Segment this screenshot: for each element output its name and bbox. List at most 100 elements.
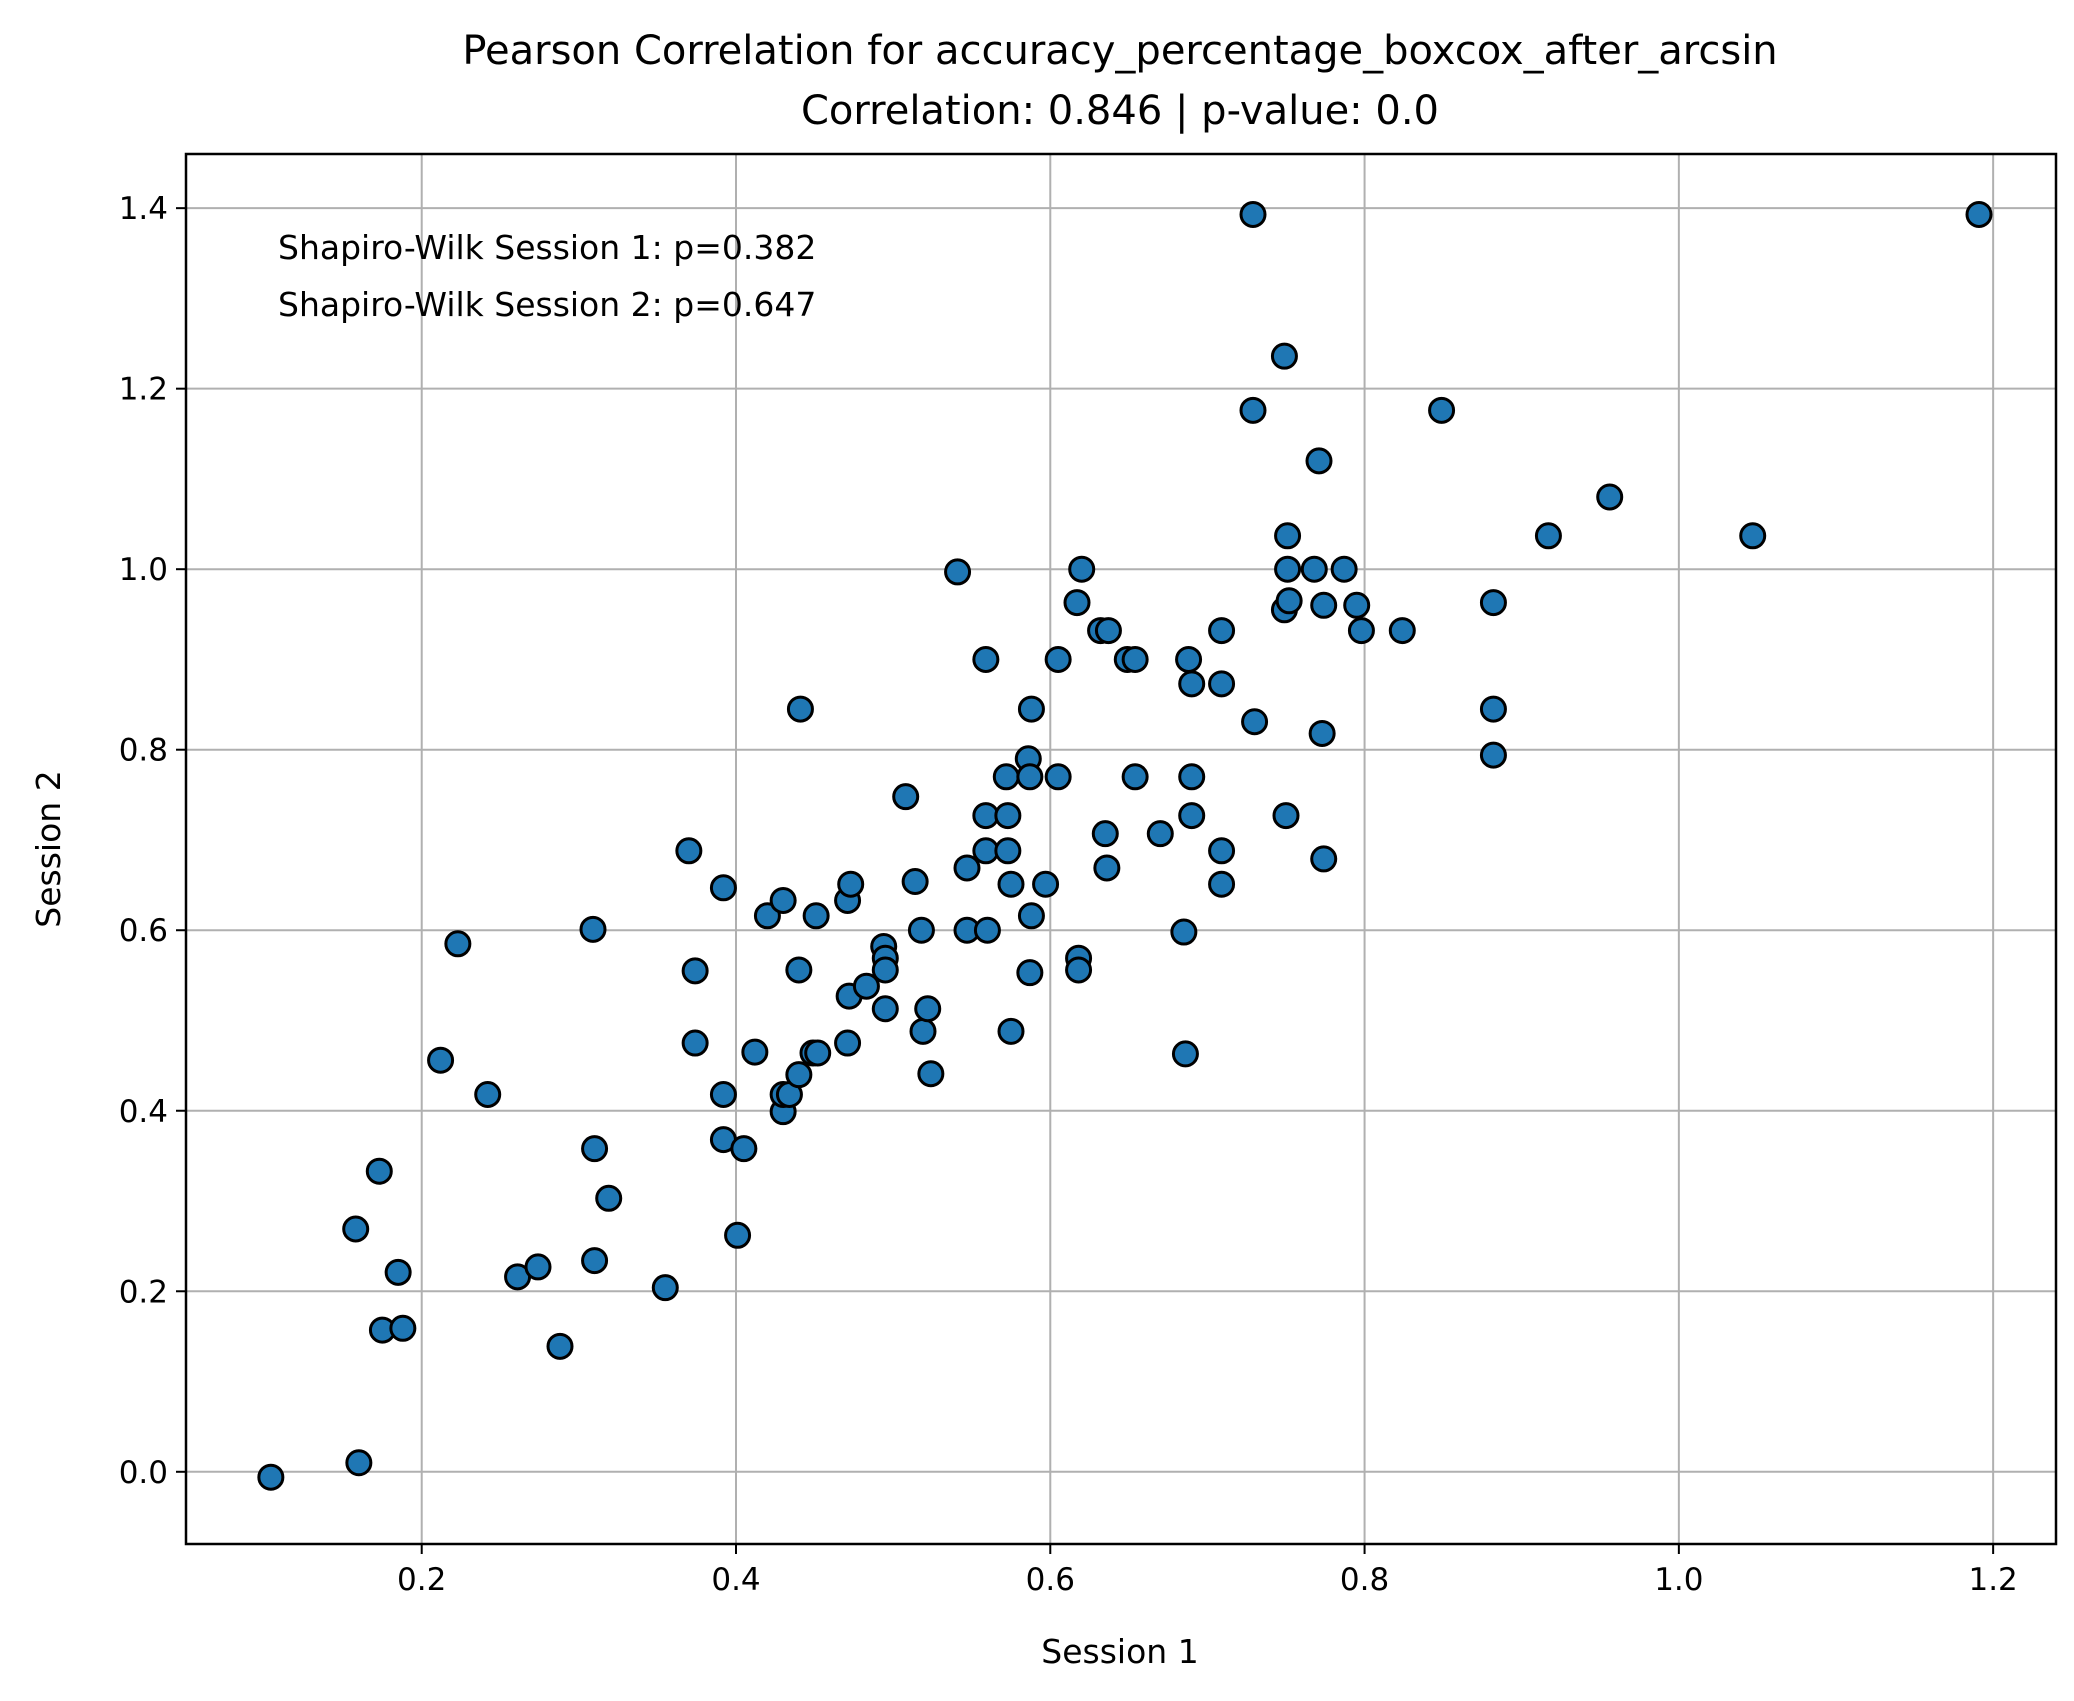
shapiro-wilk-session-2: Shapiro-Wilk Session 2: p=0.647 [278,285,816,324]
scatter-point [681,1029,709,1057]
scatter-point [1479,695,1507,723]
scatter-point [1428,396,1456,424]
x-tick-label: 0.8 [1340,1562,1389,1598]
scatter-point [1310,591,1338,619]
scatter-point [1044,645,1072,673]
plot-frame [184,152,2058,1546]
scatter-point [1239,396,1267,424]
scatter-point [741,1038,769,1066]
scatter-point [1178,670,1206,698]
scatter-point [972,837,1000,865]
scatter-point [785,1061,813,1089]
scatter-point [1272,802,1300,830]
scatter-point [579,915,607,943]
scatter-point [992,763,1020,791]
scatter-point [1274,555,1302,583]
scatter-point [802,902,830,930]
scatter-point [1068,555,1096,583]
scatter-point [474,1081,502,1109]
scatter-point [994,837,1022,865]
scatter-point [389,1314,417,1342]
scatter-point [1178,802,1206,830]
scatter-point [709,1081,737,1109]
scatter-point [1270,342,1298,370]
scatter-point [1208,670,1236,698]
scatter-point [1017,902,1045,930]
scatter-point [342,1215,370,1243]
scatter-point [871,956,899,984]
grid [186,154,2056,1544]
scatter-point [901,867,929,895]
scatter-point [1091,820,1119,848]
scatter-point [909,1017,937,1045]
scatter-point [581,1135,609,1163]
scatter-point [1208,837,1236,865]
y-tick-label: 1.2 [119,372,168,408]
scatter-point [345,1449,373,1477]
scatter-point [1017,695,1045,723]
scatter-point [1178,763,1206,791]
scatter-point [769,886,797,914]
scatter-point [1347,617,1375,645]
scatter-point [1032,870,1060,898]
scatter-point [1175,645,1203,673]
scatter-point [1121,645,1149,673]
chart-subtitle: Correlation: 0.846 | p-value: 0.0 [801,88,1439,134]
x-axis-label: Session 1 [1041,1632,1198,1671]
scatter-point [997,870,1025,898]
x-tick-label: 0.4 [711,1562,760,1598]
scatter-point [852,972,880,1000]
y-axis-label: Session 2 [29,770,68,927]
scatter-point [365,1157,393,1185]
scatter-point [786,695,814,723]
x-tick-label: 1.0 [1654,1562,1703,1598]
scatter-point [595,1184,623,1212]
scatter-point [524,1253,552,1281]
scatter-point [1300,555,1328,583]
y-tick-label: 0.2 [119,1274,168,1310]
scatter-point [1016,959,1044,987]
scatter-point [1305,447,1333,475]
scatter-point [1308,719,1336,747]
scatter-point [1388,617,1416,645]
scatter-point [1016,763,1044,791]
y-tick-label: 0.8 [119,733,168,769]
scatter-point [917,1060,945,1088]
shapiro-wilk-session-1: Shapiro-Wilk Session 1: p=0.382 [278,228,816,267]
y-tick-label: 0.0 [119,1455,168,1491]
scatter-point [1063,589,1091,617]
scatter-point [837,870,865,898]
scatter-point [1208,870,1236,898]
scatter-point [1330,555,1358,583]
scatter-point [914,995,942,1023]
scatter-point [1965,200,1993,228]
axis-ticks: 0.2 0.4 0.6 0.8 1.0 1.2 0.0 0.2 0.4 0.6 0.8 1.0 1.2 1… [119,191,2018,1598]
scatter-point [444,930,472,958]
x-tick-label: 0.2 [397,1562,446,1598]
scatter-point [1275,587,1303,615]
scatter-point [892,783,920,811]
scatter-point [907,916,935,944]
scatter-point [1121,763,1149,791]
y-tick-label: 0.6 [119,913,168,949]
y-tick-label: 1.4 [119,191,168,227]
scatter-point [681,957,709,985]
scatter-point [730,1135,758,1163]
scatter-point [972,645,1000,673]
scatter-point [785,956,813,984]
scatter-point [1093,854,1121,882]
scatter-point [994,802,1022,830]
scatter-point [1241,708,1269,736]
scatter-point [871,995,899,1023]
scatter-point [1310,845,1338,873]
x-tick-label: 1.2 [1968,1562,2017,1598]
scatter-point [675,837,703,865]
scatter-point [1044,763,1072,791]
scatter-point [709,874,737,902]
scatter-point [972,802,1000,830]
scatter-point [834,1029,862,1057]
scatter-point [427,1046,455,1074]
scatter-point [257,1463,285,1491]
scatter-point [1094,617,1122,645]
scatter-point [1171,1040,1199,1068]
